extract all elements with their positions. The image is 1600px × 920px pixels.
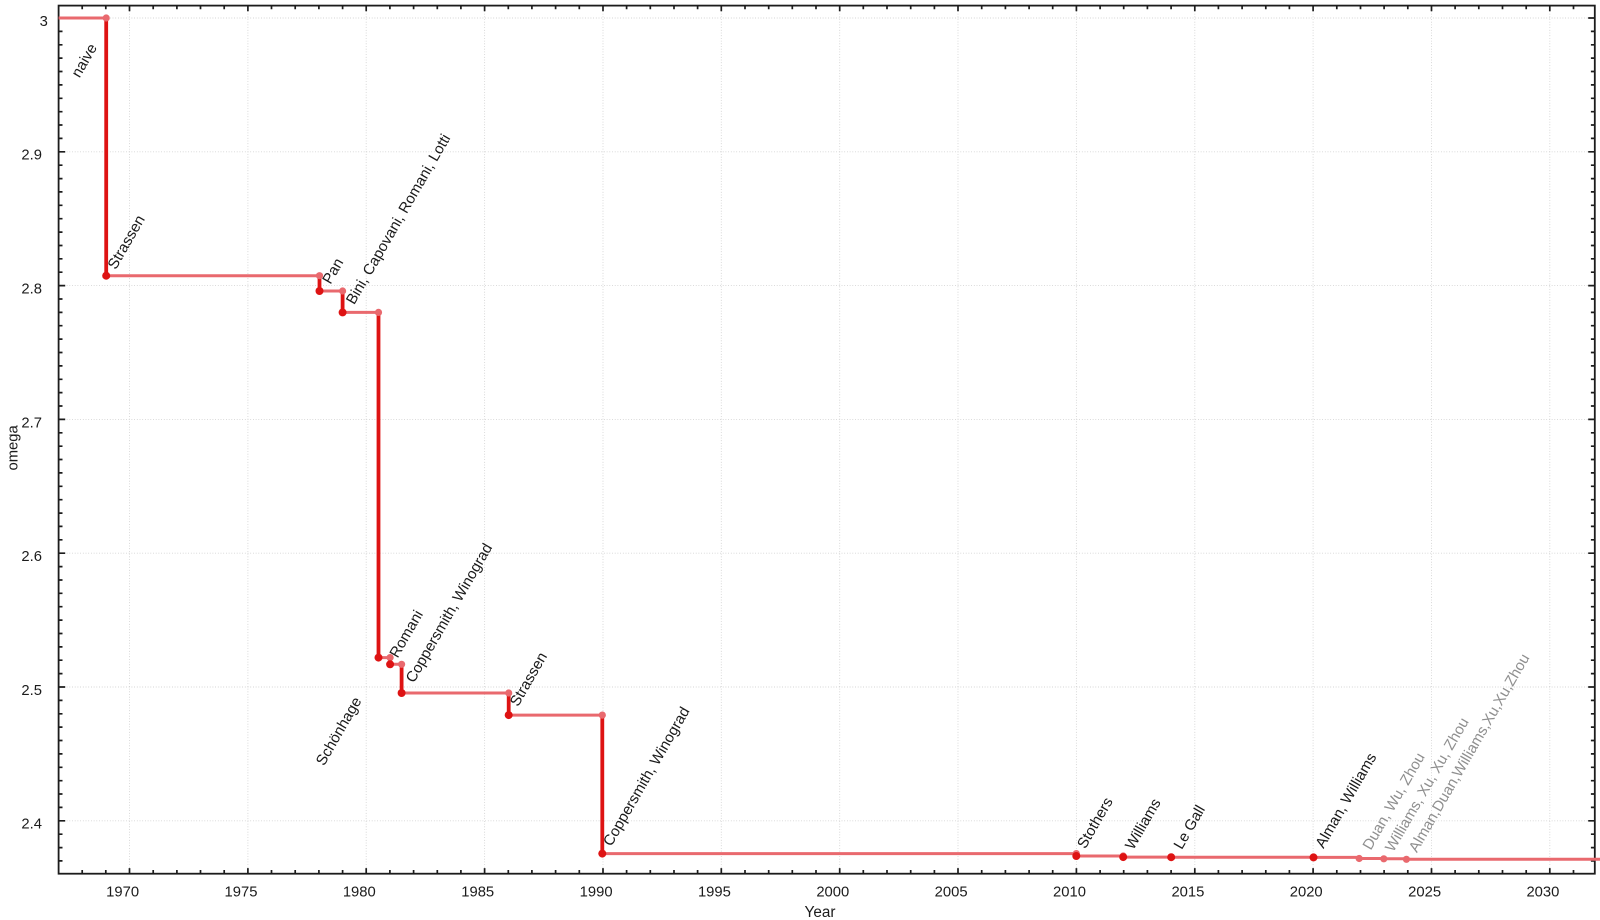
svg-text:1990: 1990 — [580, 884, 613, 900]
svg-text:2.4: 2.4 — [21, 817, 42, 833]
svg-text:2000: 2000 — [816, 884, 849, 900]
svg-text:omega: omega — [6, 424, 22, 470]
svg-text:2030: 2030 — [1526, 884, 1559, 900]
svg-text:2.8: 2.8 — [21, 282, 42, 298]
svg-text:1995: 1995 — [698, 884, 731, 900]
svg-text:1985: 1985 — [461, 884, 494, 900]
svg-text:1980: 1980 — [343, 884, 376, 900]
svg-text:2005: 2005 — [935, 884, 968, 900]
svg-text:2025: 2025 — [1408, 884, 1441, 900]
svg-text:2.6: 2.6 — [21, 549, 42, 565]
svg-text:2015: 2015 — [1171, 884, 1204, 900]
svg-text:2.7: 2.7 — [21, 415, 42, 431]
svg-text:2010: 2010 — [1053, 884, 1086, 900]
svg-text:3: 3 — [40, 14, 48, 30]
svg-text:2.9: 2.9 — [21, 148, 42, 164]
svg-text:1970: 1970 — [106, 884, 139, 900]
svg-text:2020: 2020 — [1290, 884, 1323, 900]
svg-text:Year: Year — [805, 904, 836, 920]
svg-text:2.5: 2.5 — [21, 683, 42, 699]
svg-text:1975: 1975 — [225, 884, 258, 900]
